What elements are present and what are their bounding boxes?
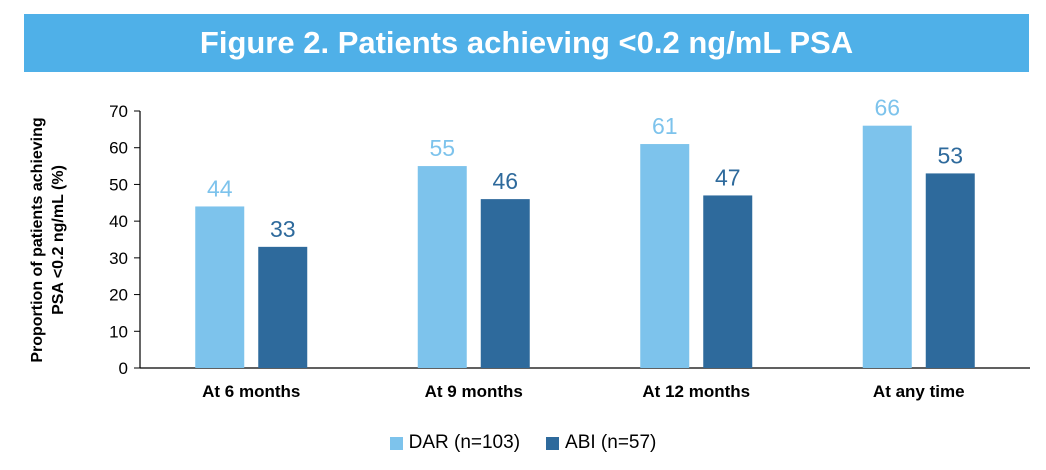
y-axis-title-line: PSA <0.2 ng/mL (%) [50, 165, 67, 315]
bar-dar [195, 206, 245, 368]
bar-dar [417, 166, 467, 368]
y-tick-label: 10 [109, 322, 128, 341]
bar-abi [480, 199, 530, 368]
legend-label-abi: ABI (n=57) [565, 432, 657, 453]
y-tick-label: 60 [109, 139, 128, 158]
y-axis-title: Proportion of patients achieving PSA <0.2… [29, 117, 67, 362]
data-label-dar: 55 [429, 135, 455, 161]
legend-item-dar: DAR (n=103) [389, 432, 521, 454]
legend: DAR (n=103) ABI (n=57) [0, 432, 1046, 454]
y-axis-title-line: Proportion of patients achieving [29, 117, 46, 362]
bar-abi [703, 195, 753, 368]
bar-dar [640, 144, 690, 368]
y-tick-label: 50 [109, 175, 128, 194]
y-tick-label: 20 [109, 286, 128, 305]
y-tick-label: 70 [109, 102, 128, 121]
data-label-abi: 47 [715, 164, 741, 190]
data-label-abi: 33 [270, 216, 296, 242]
data-label-abi: 53 [937, 142, 963, 168]
x-tick-label: At any time [873, 382, 965, 401]
x-tick-label: At 12 months [642, 382, 750, 401]
legend-swatch-dar [389, 436, 403, 450]
legend-swatch-abi [546, 436, 560, 450]
data-label-dar: 61 [652, 113, 678, 139]
y-tick-label: 40 [109, 212, 128, 231]
data-label-dar: 66 [874, 95, 900, 121]
y-tick-label: 30 [109, 249, 128, 268]
x-tick-label: At 9 months [425, 382, 523, 401]
chart-title: Figure 2. Patients achieving <0.2 ng/mL … [199, 25, 854, 60]
legend-label-dar: DAR (n=103) [408, 432, 521, 453]
bar-abi [258, 246, 308, 368]
legend-item-abi: ABI (n=57) [546, 432, 656, 454]
title-banner: Figure 2. Patients achieving <0.2 ng/mL … [24, 14, 1029, 72]
bar-dar [862, 125, 912, 368]
data-label-dar: 44 [207, 175, 233, 201]
y-tick-label: 0 [119, 359, 128, 378]
data-label-abi: 46 [492, 168, 518, 194]
x-tick-label: At 6 months [202, 382, 300, 401]
bar-abi [925, 173, 975, 368]
